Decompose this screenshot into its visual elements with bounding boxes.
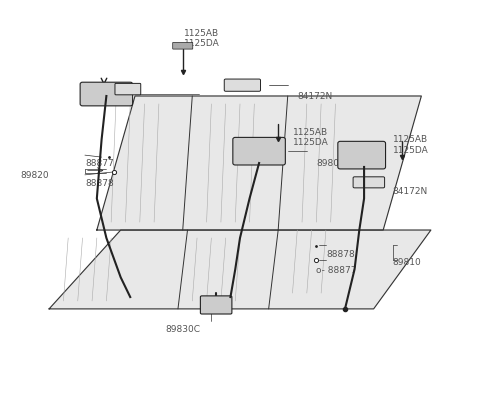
FancyBboxPatch shape xyxy=(224,79,261,91)
Text: 88877: 88877 xyxy=(85,159,114,168)
Text: 89830C: 89830C xyxy=(165,325,200,333)
FancyBboxPatch shape xyxy=(338,141,385,169)
Text: 89820: 89820 xyxy=(21,171,49,180)
FancyBboxPatch shape xyxy=(115,83,141,95)
Text: 84172N: 84172N xyxy=(297,92,333,101)
Text: 1125AB
1125DA: 1125AB 1125DA xyxy=(292,127,328,147)
Text: 84172N: 84172N xyxy=(393,187,428,196)
FancyBboxPatch shape xyxy=(200,296,232,314)
Polygon shape xyxy=(97,96,421,230)
Text: o- 88877: o- 88877 xyxy=(316,266,357,274)
Text: 89810: 89810 xyxy=(393,258,421,267)
Text: 89801: 89801 xyxy=(316,159,345,168)
FancyBboxPatch shape xyxy=(353,177,384,188)
FancyBboxPatch shape xyxy=(80,82,132,106)
Text: 88878: 88878 xyxy=(326,250,355,259)
Text: 88878: 88878 xyxy=(85,179,114,188)
Text: 1125AB
1125DA: 1125AB 1125DA xyxy=(393,135,429,155)
FancyBboxPatch shape xyxy=(233,137,285,165)
Polygon shape xyxy=(49,230,431,309)
Text: 1125AB
1125DA: 1125AB 1125DA xyxy=(184,29,220,48)
FancyBboxPatch shape xyxy=(173,42,193,49)
